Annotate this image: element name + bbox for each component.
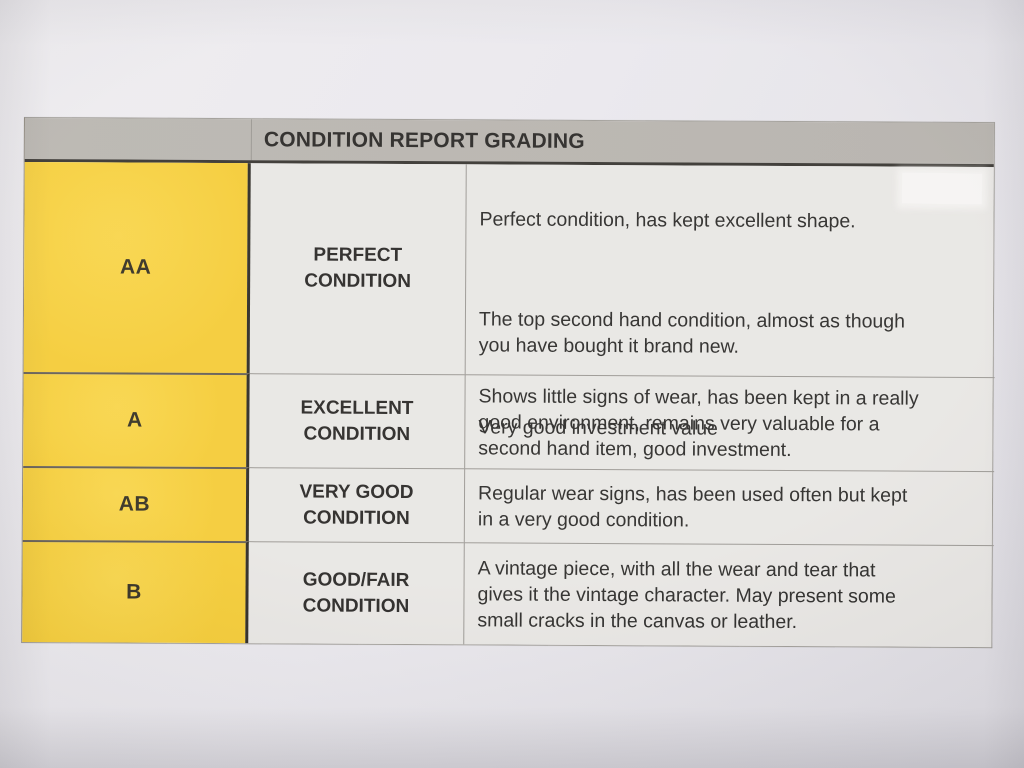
description-paragraph: The top second hand condition, almost as… [478,308,906,358]
condition-cell-aa: PERFECT CONDITION [304,244,411,293]
table-header-row: CONDITION REPORT GRADING [24,118,994,168]
description-cell-ab: Regular wear signs, has been used often … [463,468,995,546]
condition-cell-ab: VERY GOOD CONDITION [248,467,465,543]
description-cell-a: Shows little signs of wear, has been kep… [464,374,995,472]
table-title: CONDITION REPORT GRADING [250,119,994,165]
table-body: AA PERFECT CONDITION Perfect condition, … [22,162,996,648]
condition-cell-b: GOOD/FAIR CONDITION [248,541,464,645]
description-cell-aa: Perfect condition, has kept excellent sh… [464,164,996,440]
description-cell-b: A vintage piece, with all the wear and t… [463,542,994,648]
header-spacer-cell [25,118,251,160]
condition-grading-table: CONDITION REPORT GRADING AA PERFECT COND… [21,117,996,649]
grade-cell-aa: AA [23,162,251,374]
grade-cell-b: B [22,539,249,644]
grade-cell-a: A [23,372,250,468]
description-paragraph: Perfect condition, has kept excellent sh… [479,208,856,233]
grade-cell-ab: AB [22,466,250,542]
condition-cell-a: EXCELLENT CONDITION [249,373,465,469]
